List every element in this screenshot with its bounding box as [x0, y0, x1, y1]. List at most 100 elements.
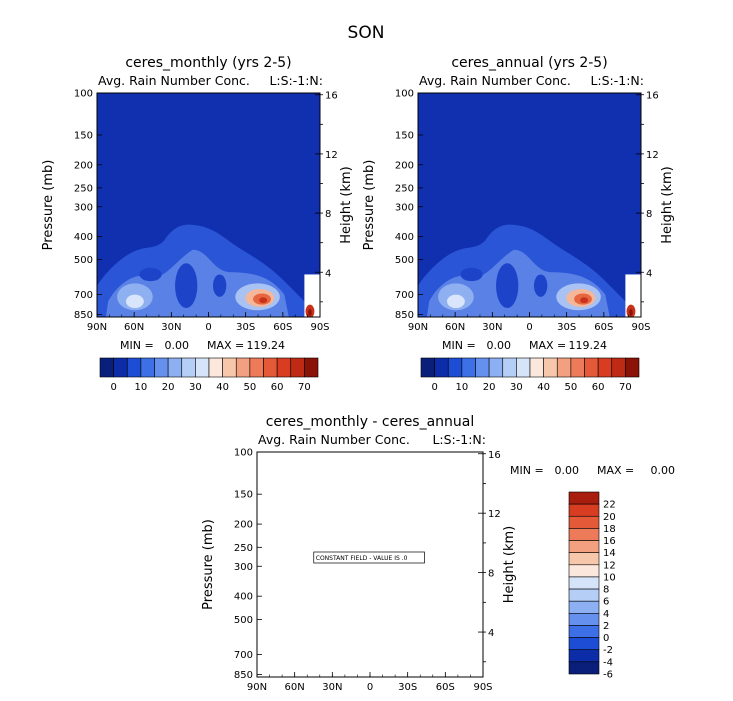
field-layer [259, 297, 268, 304]
y-right-tick-label: 12 [325, 150, 338, 161]
colorbar-label: -6 [603, 670, 613, 681]
colorbar-box [568, 588, 600, 602]
stat-max-label: MAX = [597, 464, 634, 477]
y-right-tick-label: 4 [325, 268, 331, 279]
stat-max-value: 119.24 [247, 339, 286, 352]
y-tick-label: 300 [234, 562, 253, 573]
colorbar-box [195, 357, 210, 378]
colorbar-label: 4 [603, 609, 609, 620]
stat-max-value: 0.00 [651, 464, 676, 477]
y-axis-label: Pressure (mb) [201, 519, 216, 610]
colorbar-box [584, 357, 599, 378]
colorbar-label: 40 [216, 382, 229, 393]
x-tick-label: 60N [285, 682, 305, 693]
field-layer [175, 263, 198, 309]
colorbar-box [568, 528, 600, 541]
panel-label-right: L:S:-1:N: [432, 432, 486, 447]
stat-max-label: MAX = [529, 339, 566, 352]
y-tick-label: 100 [234, 448, 253, 459]
stat-min-value: 0.00 [555, 464, 580, 477]
y-axis-right-label: Height (km) [660, 166, 675, 243]
colorbar-label: 10 [135, 382, 148, 393]
field-layer [460, 267, 483, 282]
field-area [97, 93, 320, 317]
colorbar-box [126, 357, 142, 378]
stat-min-label: MIN = [510, 464, 544, 477]
field-layer [629, 309, 633, 316]
y-tick-label: 500 [234, 615, 253, 626]
colorbar-box [611, 357, 626, 378]
y-tick-label: 150 [74, 130, 93, 141]
y-tick-label: 250 [395, 183, 414, 194]
colorbar-label: -2 [603, 645, 613, 656]
y-axis-label: Pressure (mb) [41, 160, 56, 251]
field-background [257, 452, 483, 677]
x-tick-label: 90N [87, 322, 107, 333]
colorbar-box [568, 515, 600, 529]
colorbar-box [154, 357, 169, 378]
colorbar-box [304, 357, 319, 378]
panel-title: ceres_monthly - ceres_annual [266, 414, 475, 430]
y-axis-right-label: Height (km) [502, 526, 517, 603]
colorbar-box [568, 661, 600, 675]
colorbar-box [461, 357, 476, 378]
y-tick-label: 200 [395, 160, 414, 171]
y-axis-label: Pressure (mb) [362, 160, 377, 251]
y-right-tick-label: 4 [488, 628, 494, 639]
panel-subtitle: Avg. Rain Number Conc. [258, 432, 410, 447]
colorbar-box [625, 357, 640, 378]
colorbar-box [516, 357, 531, 378]
x-tick-label: 30S [557, 322, 576, 333]
field-layer [212, 274, 227, 297]
field-layer [446, 294, 465, 309]
y-right-tick-label: 12 [646, 150, 659, 161]
field-layer [496, 263, 519, 309]
colorbar-label: 70 [298, 382, 311, 393]
colorbar-box [568, 600, 600, 614]
colorbar-label: 6 [603, 597, 609, 608]
colorbar-label: 22 [603, 500, 616, 511]
colorbar-label: 60 [592, 382, 605, 393]
page-title: SON [348, 23, 385, 43]
colorbar-label: 30 [510, 382, 523, 393]
x-tick-label: 90S [473, 682, 492, 693]
stat-min-value: 0.00 [487, 339, 512, 352]
colorbar-box [568, 503, 600, 517]
colorbar-box [99, 357, 114, 378]
x-tick-label: 90N [247, 682, 267, 693]
x-tick-label: 0 [526, 322, 532, 333]
colorbar-box [597, 357, 613, 378]
x-tick-label: 30S [236, 322, 255, 333]
y-right-tick-label: 4 [646, 268, 652, 279]
colorbar-box [488, 357, 504, 378]
y-tick-label: 850 [234, 670, 253, 681]
colorbar-label: 0 [603, 633, 609, 644]
field-layer [580, 297, 589, 304]
x-tick-label: 0 [367, 682, 373, 693]
y-tick-label: 250 [234, 543, 253, 554]
colorbar-box [222, 357, 237, 378]
x-tick-label: 60S [436, 682, 455, 693]
panel-label-right: L:S:-1:N: [269, 73, 323, 88]
y-tick-label: 200 [234, 520, 253, 531]
x-tick-label: 60N [445, 322, 465, 333]
y-tick-label: 250 [74, 183, 93, 194]
y-tick-label: 300 [74, 202, 93, 213]
y-tick-label: 300 [395, 202, 414, 213]
y-tick-label: 400 [234, 592, 253, 603]
colorbar-label: 70 [619, 382, 632, 393]
x-tick-label: 90S [310, 322, 329, 333]
stat-min-label: MIN = [442, 339, 476, 352]
colorbar-label: 20 [483, 382, 496, 393]
stat-max-label: MAX = [207, 339, 244, 352]
y-tick-label: 400 [395, 232, 414, 243]
colorbar-label: 0 [431, 382, 437, 393]
colorbar-box [420, 357, 435, 378]
colorbar-label: 18 [603, 524, 616, 535]
colorbar-box [475, 357, 490, 378]
y-axis-right-label: Height (km) [339, 166, 354, 243]
x-tick-label: 30S [398, 682, 417, 693]
colorbar-box [434, 357, 449, 378]
y-right-tick-label: 8 [325, 209, 331, 220]
